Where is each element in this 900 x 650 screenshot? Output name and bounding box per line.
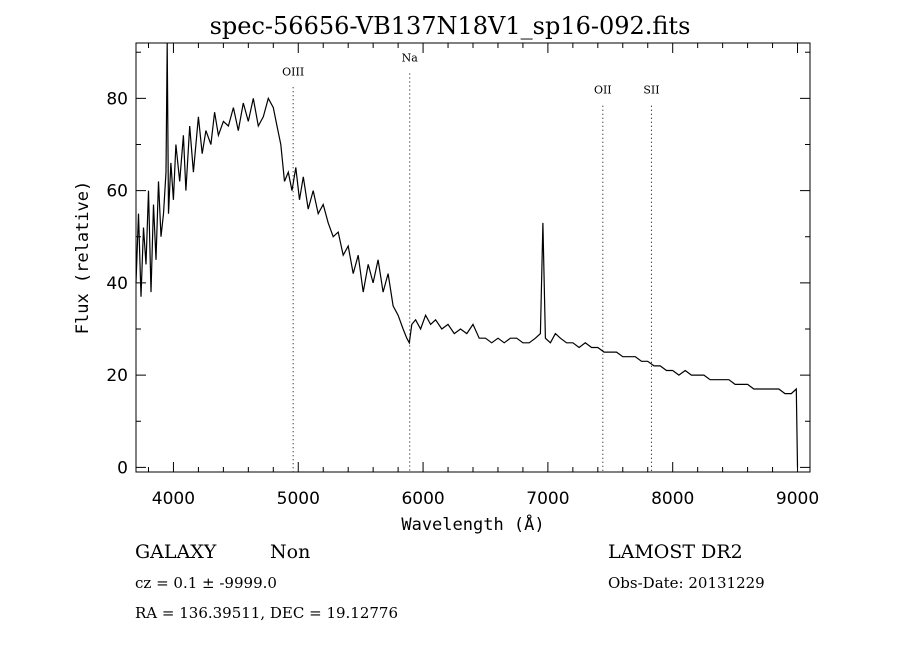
y-tick-label: 60: [106, 182, 128, 202]
y-tick-label: 40: [106, 274, 128, 294]
x-tick-label: 6000: [401, 489, 444, 509]
coordinates-text: RA = 136.39511, DEC = 19.12776: [135, 604, 399, 622]
x-tick-label: 5000: [277, 489, 320, 509]
y-tick-label: 20: [106, 366, 128, 386]
x-tick-label: 9000: [776, 489, 819, 509]
spectral-line-label: Na: [402, 51, 419, 64]
spectrum-series: [135, 42, 799, 468]
emission-line-markers: OIII Na OII SII: [282, 51, 660, 472]
y-axis: 0 20 40 60 80: [106, 51, 810, 478]
x-tick-label: 4000: [152, 489, 195, 509]
plot-border: [135, 42, 811, 473]
redshift-text: cz = 0.1 ± -9999.0: [135, 574, 277, 592]
x-tick-label: 8000: [651, 489, 694, 509]
spectral-line-label: OIII: [282, 65, 304, 78]
y-tick-label: 80: [106, 89, 128, 109]
x-tick-label: 7000: [526, 489, 569, 509]
plot-frame: [135, 42, 811, 473]
object-subclass: Non: [270, 541, 311, 563]
spectral-line-label: SII: [643, 84, 659, 97]
x-axis: 4000 5000 6000 7000 8000 9000: [147, 43, 819, 509]
chart-title: spec-56656-VB137N18V1_sp16-092.fits: [209, 12, 691, 40]
y-tick-label: 0: [117, 458, 128, 478]
object-class: GALAXY: [135, 541, 217, 563]
y-axis-label: Flux (relative): [73, 181, 93, 335]
spectrum-line: [135, 42, 799, 468]
spectral-line-label: OII: [594, 84, 612, 97]
survey-name: LAMOST DR2: [608, 541, 743, 563]
x-axis-label: Wavelength (Å): [401, 513, 544, 535]
observation-date: Obs-Date: 20131229: [608, 574, 765, 592]
